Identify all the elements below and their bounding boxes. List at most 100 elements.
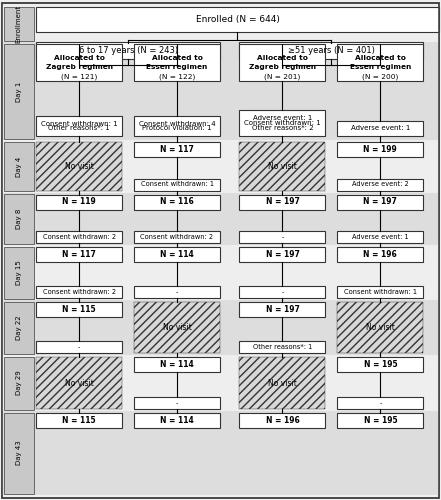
- Bar: [36, 341, 122, 353]
- Text: Other reasons*: 2: Other reasons*: 2: [252, 124, 313, 130]
- Text: N = 117: N = 117: [62, 250, 96, 259]
- Bar: [239, 194, 325, 210]
- Text: Consent withdrawn: 1: Consent withdrawn: 1: [41, 120, 118, 126]
- Text: Consent withdrawn: 1: Consent withdrawn: 1: [244, 120, 321, 126]
- Bar: [134, 231, 220, 243]
- Bar: [239, 357, 325, 409]
- Text: (N = 201): (N = 201): [264, 73, 301, 80]
- Bar: [2, 245, 439, 300]
- Text: Day 15: Day 15: [15, 260, 22, 285]
- Text: -: -: [281, 234, 284, 240]
- Bar: [337, 142, 423, 157]
- Text: -: -: [379, 400, 381, 406]
- Text: Consent withdrawn: 2: Consent withdrawn: 2: [43, 234, 116, 240]
- Text: N = 195: N = 195: [363, 416, 397, 425]
- Bar: [239, 341, 325, 353]
- Bar: [2, 140, 439, 192]
- Bar: [337, 194, 423, 210]
- Text: N = 197: N = 197: [265, 250, 299, 259]
- Text: Essen regimen: Essen regimen: [350, 64, 411, 70]
- Bar: [2, 192, 439, 245]
- Text: Consent withdrawn: 2: Consent withdrawn: 2: [141, 234, 213, 240]
- Bar: [36, 231, 122, 243]
- Bar: [4, 6, 34, 41]
- Bar: [36, 194, 122, 210]
- Bar: [4, 142, 34, 191]
- Bar: [239, 247, 325, 262]
- Bar: [337, 231, 423, 243]
- Text: Day 43: Day 43: [15, 440, 22, 466]
- Bar: [36, 44, 122, 82]
- Text: Consent withdrawn: 1: Consent withdrawn: 1: [344, 289, 417, 295]
- Text: Other reasons*: 1: Other reasons*: 1: [253, 344, 312, 350]
- Text: -: -: [78, 344, 80, 350]
- Text: N = 197: N = 197: [265, 305, 299, 314]
- Bar: [337, 397, 423, 409]
- Text: Allocated to: Allocated to: [257, 55, 308, 61]
- Text: Day 8: Day 8: [15, 209, 22, 229]
- Bar: [2, 5, 439, 43]
- Bar: [239, 110, 325, 136]
- Text: No visit: No visit: [366, 323, 395, 332]
- Text: No visit: No visit: [268, 162, 297, 171]
- Text: Zagreb regimen: Zagreb regimen: [46, 64, 112, 70]
- Bar: [337, 357, 423, 372]
- Text: Consent withdrawn: 1: Consent withdrawn: 1: [141, 182, 213, 188]
- Text: Enrollment: Enrollment: [15, 5, 22, 43]
- Bar: [134, 302, 220, 353]
- Text: N = 115: N = 115: [62, 305, 96, 314]
- Bar: [337, 302, 423, 353]
- Text: N = 117: N = 117: [160, 145, 194, 154]
- Bar: [36, 8, 439, 32]
- Bar: [36, 357, 122, 409]
- Text: Allocated to: Allocated to: [54, 55, 105, 61]
- Bar: [4, 194, 34, 244]
- Text: -: -: [176, 289, 178, 295]
- Text: -: -: [176, 400, 178, 406]
- Bar: [36, 413, 122, 428]
- Bar: [134, 413, 220, 428]
- Text: ≥51 years (N = 401): ≥51 years (N = 401): [288, 46, 375, 55]
- Text: Adverse event: 1: Adverse event: 1: [253, 116, 312, 121]
- Text: N = 196: N = 196: [265, 416, 299, 425]
- Bar: [337, 247, 423, 262]
- Text: No visit: No visit: [268, 378, 297, 388]
- Bar: [337, 178, 423, 190]
- Bar: [337, 286, 423, 298]
- Bar: [36, 42, 220, 58]
- Text: Adverse event: 2: Adverse event: 2: [352, 182, 409, 188]
- Text: N = 199: N = 199: [363, 145, 397, 154]
- Text: N = 116: N = 116: [160, 198, 194, 206]
- Bar: [36, 302, 122, 317]
- Bar: [4, 44, 34, 138]
- Text: N = 196: N = 196: [363, 250, 397, 259]
- Bar: [36, 286, 122, 298]
- Bar: [134, 44, 220, 82]
- Bar: [134, 357, 220, 372]
- Bar: [239, 413, 325, 428]
- Text: N = 197: N = 197: [265, 198, 299, 206]
- Text: N = 197: N = 197: [363, 198, 397, 206]
- Bar: [2, 411, 439, 495]
- Bar: [239, 231, 325, 243]
- Text: Other reasons*: 1: Other reasons*: 1: [48, 126, 110, 132]
- Text: N = 114: N = 114: [160, 250, 194, 259]
- Text: No visit: No visit: [163, 323, 191, 332]
- Text: Allocated to: Allocated to: [355, 55, 406, 61]
- Text: Essen regimen: Essen regimen: [146, 64, 208, 70]
- Text: Adverse event: 1: Adverse event: 1: [351, 126, 410, 132]
- Bar: [134, 247, 220, 262]
- Text: (N = 200): (N = 200): [362, 73, 399, 80]
- Text: (N = 122): (N = 122): [159, 73, 195, 80]
- Text: Consent withdrawn: 4: Consent withdrawn: 4: [139, 120, 215, 126]
- Text: (N = 121): (N = 121): [61, 73, 97, 80]
- Text: N = 195: N = 195: [363, 360, 397, 369]
- Text: Enrolled (N = 644): Enrolled (N = 644): [195, 15, 280, 24]
- Bar: [239, 302, 325, 317]
- Text: Zagreb regimen: Zagreb regimen: [249, 64, 316, 70]
- Bar: [36, 142, 122, 190]
- Text: N = 115: N = 115: [62, 416, 96, 425]
- Bar: [239, 42, 423, 58]
- Bar: [4, 356, 34, 410]
- Bar: [134, 142, 220, 157]
